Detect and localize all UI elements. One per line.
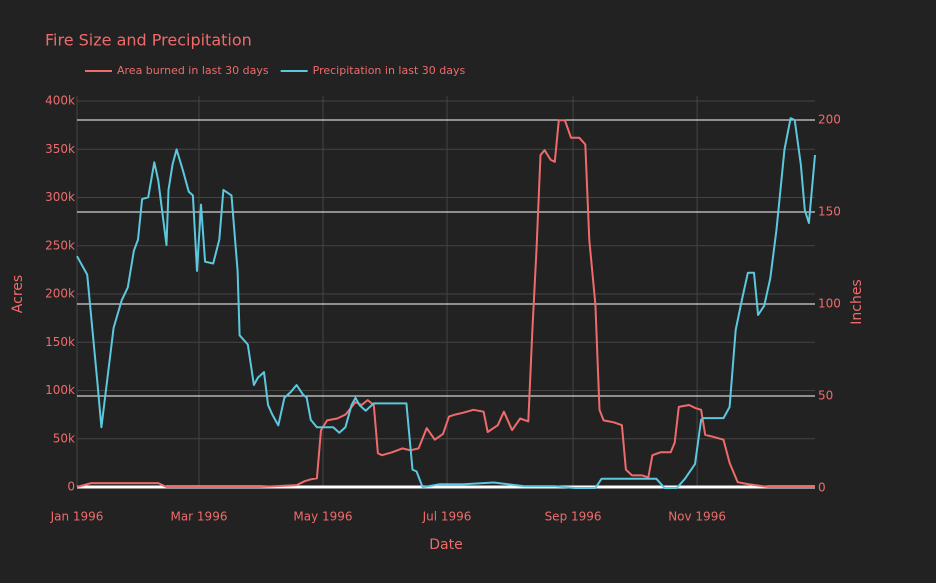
data-line bbox=[76, 119, 815, 488]
plot-area bbox=[76, 117, 816, 489]
x-axis-title: Date bbox=[429, 537, 462, 553]
y-tick-label: 250k bbox=[45, 238, 75, 252]
legend[interactable]: Area burned in last 30 days Precipitation… bbox=[85, 64, 465, 77]
x-tick-label: Jan 1996 bbox=[50, 510, 104, 524]
y-tick-label: 400k bbox=[45, 94, 75, 108]
y-tick-label: 100k bbox=[45, 383, 75, 397]
y2-tick-label: 0 bbox=[818, 481, 826, 495]
y-tick-label: 50k bbox=[53, 431, 75, 445]
data-line bbox=[76, 117, 816, 489]
chart-title: Fire Size and Precipitation bbox=[45, 31, 252, 50]
y-tick-label: 0 bbox=[67, 480, 75, 494]
y2-tick-label: 50 bbox=[818, 389, 833, 403]
legend-label[interactable]: Area burned in last 30 days bbox=[117, 64, 269, 77]
x-tick-label: Sep 1996 bbox=[545, 510, 602, 524]
x-tick-label: Jul 1996 bbox=[422, 510, 472, 524]
y-tick-label: 300k bbox=[45, 190, 75, 204]
legend-label[interactable]: Precipitation in last 30 days bbox=[313, 64, 466, 77]
x-tick-label: Nov 1996 bbox=[668, 510, 726, 524]
y-tick-label: 350k bbox=[45, 142, 75, 156]
y2-tick-label: 200 bbox=[818, 113, 841, 127]
y-axis-title: Acres bbox=[10, 275, 26, 313]
x-tick-label: Mar 1996 bbox=[170, 510, 227, 524]
y-tick-label: 150k bbox=[45, 335, 75, 349]
y2-axis-title: Inches bbox=[849, 279, 865, 324]
y2-tick-label: 100 bbox=[818, 297, 841, 311]
y-tick-label: 200k bbox=[45, 287, 75, 301]
y2-tick-label: 150 bbox=[818, 205, 841, 219]
x-tick-label: May 1996 bbox=[293, 510, 352, 524]
